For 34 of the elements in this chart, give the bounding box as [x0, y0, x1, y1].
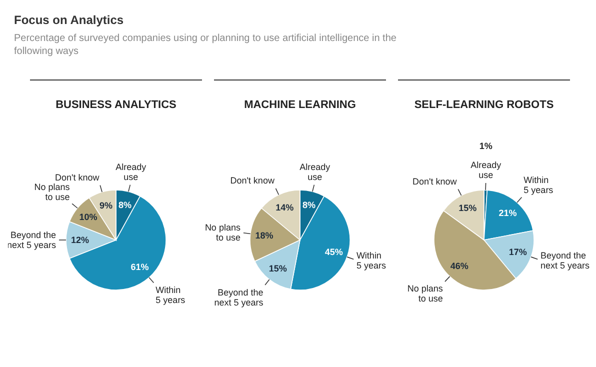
data-label: 12% — [70, 235, 90, 245]
slice-label: No plans to use — [407, 284, 444, 304]
data-label: 18% — [255, 230, 274, 240]
chart-title: MACHINE LEARNING — [244, 99, 356, 111]
slice-label: Don't know — [412, 176, 458, 187]
slice-label: Within 5 years — [524, 174, 554, 195]
slice-label: Beyond the next 5 years — [540, 250, 590, 270]
data-label: 8% — [302, 200, 316, 210]
data-label: 15% — [268, 263, 287, 274]
slice-label: Already use — [300, 162, 331, 182]
data-label: 17% — [508, 247, 527, 258]
slice-label: Beyond the next 5 years — [214, 287, 264, 308]
data-label: 45% — [324, 247, 343, 258]
slice-label: Already use — [116, 162, 147, 182]
slice-label: No plans to use — [34, 182, 70, 202]
slice-label: Already use — [470, 160, 502, 180]
data-label: 61% — [130, 262, 149, 272]
data-label: 10% — [79, 212, 98, 222]
data-label: 9% — [99, 200, 112, 210]
data-label: 8% — [118, 200, 132, 210]
slice-label: Within 5 years — [356, 250, 386, 270]
chart-title: BUSINESS ANALYTICS — [56, 99, 176, 111]
slice-label: Don't know — [55, 172, 100, 182]
data-label: 21% — [498, 208, 517, 218]
data-label: 15% — [458, 202, 477, 213]
slice-label: Don't know — [230, 176, 275, 186]
text: Focus on Analytics — [14, 13, 124, 27]
slice-label: No plans to use — [204, 222, 241, 242]
data-label: 46% — [450, 261, 468, 272]
chart-title: SELF-LEARNING ROBOTS — [414, 99, 554, 111]
data-label: 14% — [276, 202, 294, 212]
data-label: 1% — [479, 141, 492, 152]
text: Percentage of surveyed companies using or planning to use artificial intelligence in the following ways — [14, 33, 397, 57]
slice-label: Within 5 years — [156, 285, 186, 306]
